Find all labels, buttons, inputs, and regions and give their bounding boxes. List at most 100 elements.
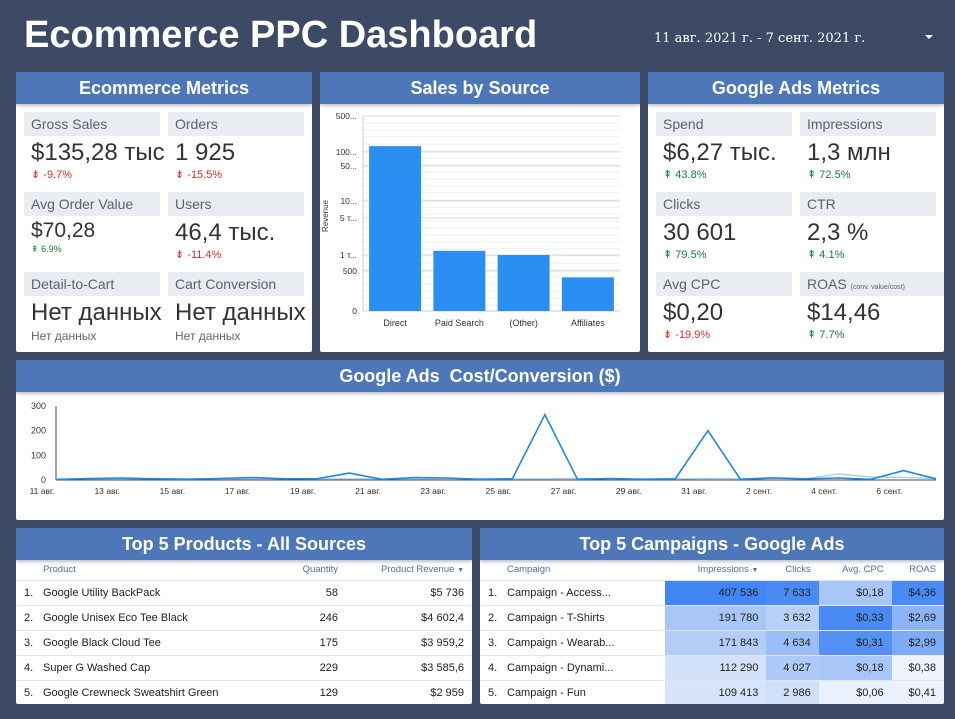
header-impressions-label: Impressions [697,564,749,576]
table-row[interactable]: 4. Campaign - Dynami... 112 290 4 027 $0… [480,655,944,681]
header-impressions[interactable]: Impressions ▼ [665,560,767,581]
caret-down-icon[interactable] [925,35,933,39]
x-tick-label: 2 сент. [746,486,772,496]
cost-conversion-chart[interactable]: 0 100 200 300 11 авг. 13 авг. 15 авг. 17 авг. 19… [16,392,944,520]
impressions-scorecard[interactable]: Impressions 1,3 млн ⇞ 72.5% [800,112,936,181]
header-product[interactable]: Product [43,560,286,581]
table-row[interactable]: 2. Campaign - T-Shirts 191 780 3 632 $0,… [480,605,944,631]
scorecard-label: Users [168,192,304,216]
arrow-up-icon: ⇞ [807,329,817,341]
campaign-cell: Campaign - Fun [507,680,666,704]
scorecard-delta: ⇞ 4.1% [800,248,936,261]
cpc-cell: $0,18 [818,580,892,606]
avg-order-value-scorecard[interactable]: Avg Order Value $70,28 ⇞ 6.9% [24,192,160,255]
quantity-cell: 175 [285,630,346,656]
arrow-down-icon: ⇟ [663,329,673,341]
x-tick-label: 17 авг. [225,486,250,496]
delta-value: -15.5% [187,169,223,181]
roas-cell: $4,36 [891,580,944,606]
header-roas[interactable]: ROAS [891,560,944,581]
table-header-row: Product Quantity Product Revenue ▼ [16,560,472,581]
spend-scorecard[interactable]: Spend $6,27 тыс. ⇞ 43.8% [656,112,792,181]
scorecard-label: CTR [800,192,936,216]
scorecard-label: ROAS (conv. value/cost) [800,272,944,296]
clicks-scorecard[interactable]: Clicks 30 601 ⇞ 79.5% [656,192,792,261]
y-tick-label: 50... [340,161,357,171]
roas-cell: $0,38 [891,655,944,681]
y-tick-label: 100 [31,450,46,460]
ctr-scorecard[interactable]: CTR 2,3 % ⇞ 4.1% [800,192,936,261]
cpc-cell: $0,06 [818,680,892,704]
scorecard-value: 1,3 млн [807,139,891,166]
table-row[interactable]: 1. Google Utility BackPack 58 $5 736 [16,580,472,606]
cost-conversion-panel: Google Ads Cost/Conversion ($) 0 100 200 30… [16,360,944,520]
scorecard-value: 46,4 тыс. [175,219,276,246]
campaign-cell: Campaign - Wearab... [507,630,666,656]
table-row[interactable]: 4. Super G Washed Cap 229 $3 585,6 [16,655,472,681]
x-tick-label: Direct [383,318,407,328]
sort-desc-icon[interactable]: ▼ [457,567,464,575]
gross-sales-scorecard[interactable]: Gross Sales $135,28 тыс ⇟ -9.7% [24,112,165,181]
table-row[interactable]: 5. Google Crewneck Sweatshirt Green 129 … [16,680,472,704]
x-tick-label: (Other) [509,318,538,328]
scorecard-delta: ⇞ 79.5% [656,248,792,261]
date-range-picker[interactable]: 11 авг. 2021 г. - 7 сент. 2021 г. [654,31,866,46]
row-index: 5. [16,680,43,704]
y-tick-label: 5 т... [340,213,357,223]
x-tick-label: Paid Search [435,318,484,328]
scorecard-label: Cart Conversion [168,272,304,296]
scorecard-subtext: Нет данных [175,329,241,343]
cost-conversion-title: Google Ads Cost/Conversion ($) [16,360,944,392]
scorecard-value: $70,28 [31,219,96,242]
table-row[interactable]: 1. Campaign - Access... 407 536 7 633 $0… [480,580,944,606]
quantity-cell: 129 [285,680,346,704]
cart-conversion-scorecard[interactable]: Cart Conversion Нет данных Нет данных [168,272,306,343]
x-tick-label: 11 авг. [30,486,55,496]
impressions-cell: 112 290 [665,655,767,681]
clicks-cell: 4 634 [766,630,819,656]
y-tick-label: 500 [343,266,357,276]
orders-scorecard[interactable]: Orders 1 925 ⇟ -15.5% [168,112,304,181]
header-product-revenue[interactable]: Product Revenue ▼ [345,560,472,581]
campaign-cell: Campaign - Access... [507,580,666,606]
table-header-row: Campaign Impressions ▼ Clicks Avg. CPC R… [480,560,944,581]
bar [561,277,614,311]
y-tick-label: 1 т... [340,250,357,260]
impressions-cell: 191 780 [665,605,767,631]
table-row[interactable]: 5. Campaign - Fun 109 413 2 986 $0,06 $0… [480,680,944,704]
table-row[interactable]: 3. Google Black Cloud Tee 175 $3 959,2 [16,630,472,656]
y-tick-label: 500... [336,111,357,121]
top-campaigns-title: Top 5 Campaigns - Google Ads [480,528,944,560]
scorecard-delta: ⇞ 6.9% [24,244,160,255]
delta-value: -19.9% [675,329,711,341]
header-campaign[interactable]: Campaign [507,560,666,581]
roas-scorecard[interactable]: ROAS (conv. value/cost) $14,46 ⇞ 7.7% [800,272,944,341]
campaign-cell: Campaign - T-Shirts [507,605,666,631]
product-cell: Google Crewneck Sweatshirt Green [43,680,286,704]
avg-cpc-scorecard[interactable]: Avg CPC $0,20 ⇟ -19.9% [656,272,792,341]
delta-value: -9.7% [43,169,73,181]
roas-label: ROAS [807,276,847,292]
header-quantity[interactable]: Quantity [285,560,346,581]
quantity-cell: 58 [285,580,346,606]
x-tick-label: 23 авг. [420,486,445,496]
x-tick-label: 31 авг. [681,486,706,496]
cpc-cell: $0,18 [818,655,892,681]
google-ads-metrics-panel: Google Ads Metrics Spend $6,27 тыс. ⇞ 43… [648,72,944,352]
arrow-up-icon: ⇞ [663,169,673,181]
sales-by-source-panel: Sales by Source 500... 100... 50... 10... 5 … [320,72,640,352]
table-row[interactable]: 3. Campaign - Wearab... 171 843 4 634 $0… [480,630,944,656]
scorecard-value: $14,46 [807,299,881,326]
series-line [55,412,937,481]
row-index: 4. [480,655,507,681]
header-clicks[interactable]: Clicks [766,560,819,581]
sort-desc-icon[interactable]: ▼ [751,567,759,575]
detail-to-cart-scorecard[interactable]: Detail-to-Cart Нет данных Нет данных [24,272,162,343]
sales-by-source-title: Sales by Source [320,72,640,104]
row-index: 3. [480,630,507,656]
header-avg-cpc[interactable]: Avg. CPC [818,560,892,581]
users-scorecard[interactable]: Users 46,4 тыс. ⇟ -11.4% [168,192,304,261]
sales-by-source-chart[interactable]: 500... 100... 50... 10... 5 т... 1 т... 500 0 Re… [320,104,640,352]
header-product-revenue-label: Product Revenue [381,564,455,576]
table-row[interactable]: 2. Google Unisex Eco Tee Black 246 $4 60… [16,605,472,631]
